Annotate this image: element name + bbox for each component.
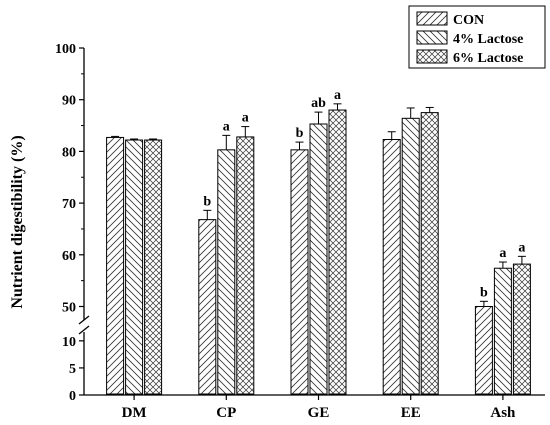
legend-swatch [416,30,448,45]
bar-ash-0 [474,305,493,395]
bar-cp-0 [198,219,217,395]
significance-letter: b [480,285,488,300]
bar-ash-2 [512,263,531,395]
y-tick-label: 80 [62,145,76,160]
significance-letter: b [296,126,304,141]
significance-letter: a [223,119,230,134]
legend-swatch [416,11,448,26]
legend-entry: 4% Lactose [453,32,523,47]
bar-ge-0 [290,149,309,395]
axis-break-mark [78,315,90,325]
category-label: EE [401,405,421,421]
bar-ash-1 [493,267,512,395]
y-axis-label: Nutrient digestibility (%) [9,135,26,308]
significance-letter: a [334,88,341,103]
significance-letter: a [242,111,249,126]
legend-swatch [416,49,448,64]
y-tick-label: 90 [62,94,76,109]
bar-cp-1 [217,149,236,395]
bar-ge-1 [309,123,328,395]
y-tick-label: 10 [62,335,76,350]
category-labels: DM CP GE EE Ash [122,395,516,421]
y-tick-label: 70 [62,197,76,212]
legend-entry: CON [453,13,484,28]
bar-ee-1 [401,117,420,395]
category-label: Ash [490,405,516,421]
category-label: GE [308,405,330,421]
bar-ee-0 [382,139,401,395]
y-tick-label: 5 [69,362,76,377]
bar-dm-2 [144,139,163,395]
legend: CON 4% Lactose 6% Lactose [408,5,546,69]
bar-ee-2 [420,112,439,395]
y-tick-label: 0 [69,389,76,404]
axes: 50 60 70 80 90 100 0 5 10 [55,42,545,404]
category-label: CP [216,405,236,421]
significance-letter: ab [311,96,326,111]
y-tick-label: 60 [62,249,76,264]
bar-dm-0 [106,136,125,395]
significance-letter: a [499,246,506,261]
significance-letter: a [518,240,525,255]
significance-letter: b [203,194,211,209]
bar-dm-1 [125,139,144,395]
bar-cp-2 [236,136,255,395]
y-tick-label: 100 [55,42,76,57]
y-tick-label: 50 [62,300,76,315]
category-label: DM [122,405,147,421]
bar-ge-2 [328,109,347,395]
legend-entry: 6% Lactose [453,51,523,66]
axis-break-mark [78,325,90,335]
